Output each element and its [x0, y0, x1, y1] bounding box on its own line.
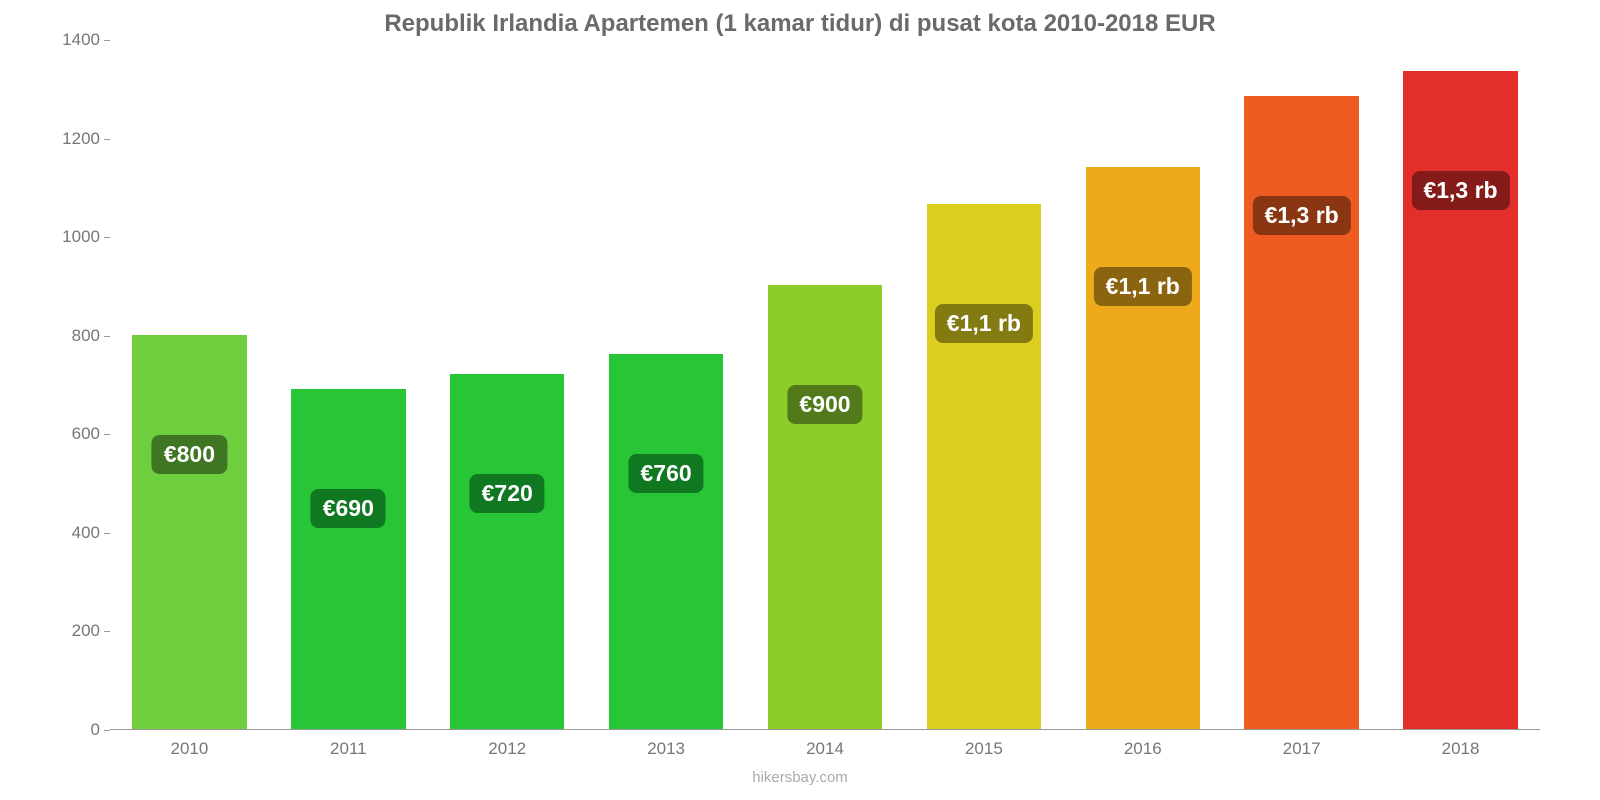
bar: €1,3 rb: [1403, 71, 1517, 729]
y-axis-tick-label: 600: [40, 424, 100, 444]
bar: €1,1 rb: [1086, 167, 1200, 729]
chart-title: Republik Irlandia Apartemen (1 kamar tid…: [0, 0, 1600, 38]
x-axis-tick-label: 2018: [1442, 739, 1480, 759]
y-axis-tick-label: 1200: [40, 129, 100, 149]
y-axis-tick-mark: [104, 533, 110, 534]
bar-value-label: €1,1 rb: [1094, 267, 1192, 306]
bar-value-label: €900: [787, 385, 862, 424]
y-axis-tick-mark: [104, 237, 110, 238]
bar-value-label: €1,1 rb: [935, 304, 1033, 343]
x-axis-tick-label: 2012: [488, 739, 526, 759]
y-axis-tick-label: 0: [40, 720, 100, 740]
bar: €1,3 rb: [1244, 96, 1358, 729]
bar: €800: [132, 335, 246, 729]
y-axis-tick-mark: [104, 434, 110, 435]
bar-value-label: €720: [470, 474, 545, 513]
bar-value-label: €800: [152, 435, 227, 474]
bar: €720: [450, 374, 564, 729]
x-axis-tick-label: 2010: [171, 739, 209, 759]
x-axis-tick-label: 2016: [1124, 739, 1162, 759]
y-axis-tick-mark: [104, 730, 110, 731]
y-axis-tick-label: 1000: [40, 227, 100, 247]
bar-value-label: €1,3 rb: [1411, 171, 1509, 210]
y-axis-tick-label: 800: [40, 326, 100, 346]
bar-value-label: €690: [311, 489, 386, 528]
x-axis-tick-label: 2013: [647, 739, 685, 759]
x-axis-tick-label: 2011: [330, 739, 367, 759]
y-axis-tick-mark: [104, 631, 110, 632]
y-axis-tick-mark: [104, 336, 110, 337]
attribution: hikersbay.com: [752, 769, 848, 786]
chart-area: 0200400600800100012001400€8002010€690201…: [110, 40, 1540, 730]
x-axis-tick-label: 2015: [965, 739, 1003, 759]
x-axis-tick-label: 2017: [1283, 739, 1321, 759]
bar: €760: [609, 354, 723, 729]
bar: €690: [291, 389, 405, 729]
x-axis-tick-label: 2014: [806, 739, 844, 759]
y-axis-tick-mark: [104, 139, 110, 140]
bar: €900: [768, 285, 882, 729]
y-axis-tick-mark: [104, 40, 110, 41]
plot-area: 0200400600800100012001400€8002010€690201…: [110, 40, 1540, 730]
bar: €1,1 rb: [927, 204, 1041, 729]
y-axis-tick-label: 400: [40, 523, 100, 543]
y-axis-tick-label: 1400: [40, 30, 100, 50]
bar-value-label: €1,3 rb: [1253, 196, 1351, 235]
bar-value-label: €760: [629, 454, 704, 493]
y-axis-tick-label: 200: [40, 621, 100, 641]
